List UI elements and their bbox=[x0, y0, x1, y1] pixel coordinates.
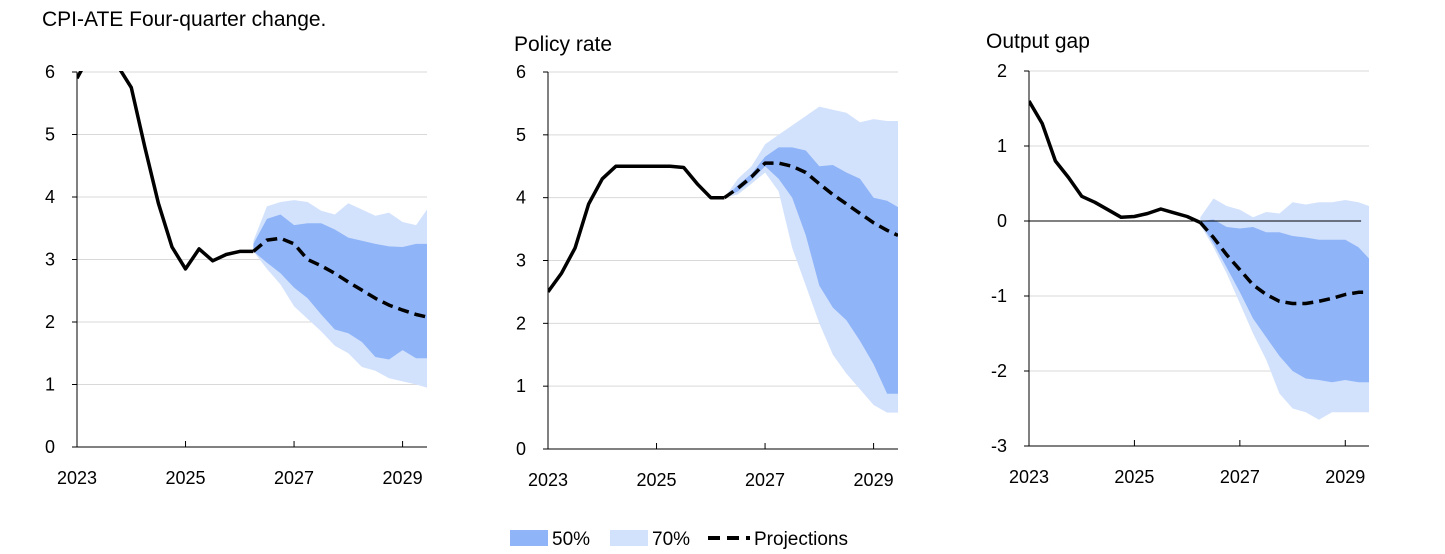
y-tick-label-1-4: 4 bbox=[516, 188, 526, 208]
y-tick-label-0-2: 2 bbox=[45, 312, 55, 332]
x-tick-label-2-3: 2029 bbox=[1325, 467, 1365, 487]
x-tick-label-0-3: 2029 bbox=[383, 468, 423, 488]
legend-label-projection: Projections bbox=[754, 529, 848, 550]
y-tick-label-0-6: 6 bbox=[45, 62, 55, 82]
band-50-0 bbox=[253, 214, 427, 360]
plot-area-0 bbox=[77, 71, 427, 388]
y-tick-label-2-5: 2 bbox=[997, 61, 1007, 81]
plot-area-1 bbox=[548, 106, 898, 413]
band-50-2 bbox=[1200, 219, 1369, 383]
x-tick-label-0-1: 2025 bbox=[166, 468, 206, 488]
x-tick-label-0-0: 2023 bbox=[57, 468, 97, 488]
y-tick-label-0-4: 4 bbox=[45, 187, 55, 207]
legend-swatch-70 bbox=[610, 530, 648, 546]
x-tick-label-2-2: 2027 bbox=[1220, 467, 1260, 487]
panel-output-gap: -3 -2 -1 0 1 2 2023 2025 2027 2029 bbox=[991, 61, 1369, 487]
y-tick-label-2-4: 1 bbox=[997, 136, 1007, 156]
y-tick-label-2-2: -1 bbox=[991, 286, 1007, 306]
x-tick-label-2-1: 2025 bbox=[1114, 467, 1154, 487]
projection-line-1 bbox=[723, 161, 898, 237]
plot-area-2 bbox=[1029, 100, 1369, 420]
x-tick-label-1-3: 2029 bbox=[854, 470, 894, 490]
y-tick-label-1-1: 1 bbox=[516, 376, 526, 396]
legend: 50% 70% Projections bbox=[510, 529, 848, 550]
y-tick-label-1-3: 3 bbox=[516, 251, 526, 271]
x-tick-label-0-2: 2027 bbox=[274, 468, 314, 488]
y-tick-label-1-5: 5 bbox=[516, 125, 526, 145]
y-tick-label-1-6: 6 bbox=[516, 62, 526, 82]
y-tick-label-0-0: 0 bbox=[45, 437, 55, 457]
panel-policy-rate: 0 1 2 3 4 5 6 2023 2025 2027 2029 bbox=[516, 62, 898, 490]
x-tick-label-1-0: 2023 bbox=[528, 470, 568, 490]
y-tick-label-1-0: 0 bbox=[516, 439, 526, 459]
projection-line-2 bbox=[1198, 221, 1369, 306]
y-tick-label-0-1: 1 bbox=[45, 375, 55, 395]
legend-label-70: 70% bbox=[652, 529, 690, 550]
legend-swatch-50 bbox=[510, 530, 548, 546]
history-line-1 bbox=[548, 164, 725, 293]
panel-2-title: Policy rate bbox=[514, 33, 612, 56]
y-tick-label-2-0: -3 bbox=[991, 436, 1007, 456]
panel-cpi-ate: 0 1 2 3 4 5 6 2023 2025 2027 2029 bbox=[45, 62, 427, 488]
x-tick-label-1-2: 2027 bbox=[745, 470, 785, 490]
y-tick-label-2-1: -2 bbox=[991, 361, 1007, 381]
panel-1-title: CPI-ATE Four-quarter change. bbox=[42, 8, 326, 31]
projection-line-0 bbox=[252, 236, 427, 319]
history-line-0 bbox=[77, 71, 254, 271]
y-tick-label-0-5: 5 bbox=[45, 125, 55, 145]
x-tick-label-2-0: 2023 bbox=[1009, 467, 1049, 487]
history-line-2 bbox=[1029, 100, 1202, 225]
panel-3-title: Output gap bbox=[986, 30, 1090, 53]
y-tick-label-1-2: 2 bbox=[516, 313, 526, 333]
legend-label-50: 50% bbox=[552, 529, 590, 550]
y-tick-label-0-3: 3 bbox=[45, 250, 55, 270]
y-tick-label-2-3: 0 bbox=[997, 211, 1007, 231]
x-tick-label-1-1: 2025 bbox=[637, 470, 677, 490]
